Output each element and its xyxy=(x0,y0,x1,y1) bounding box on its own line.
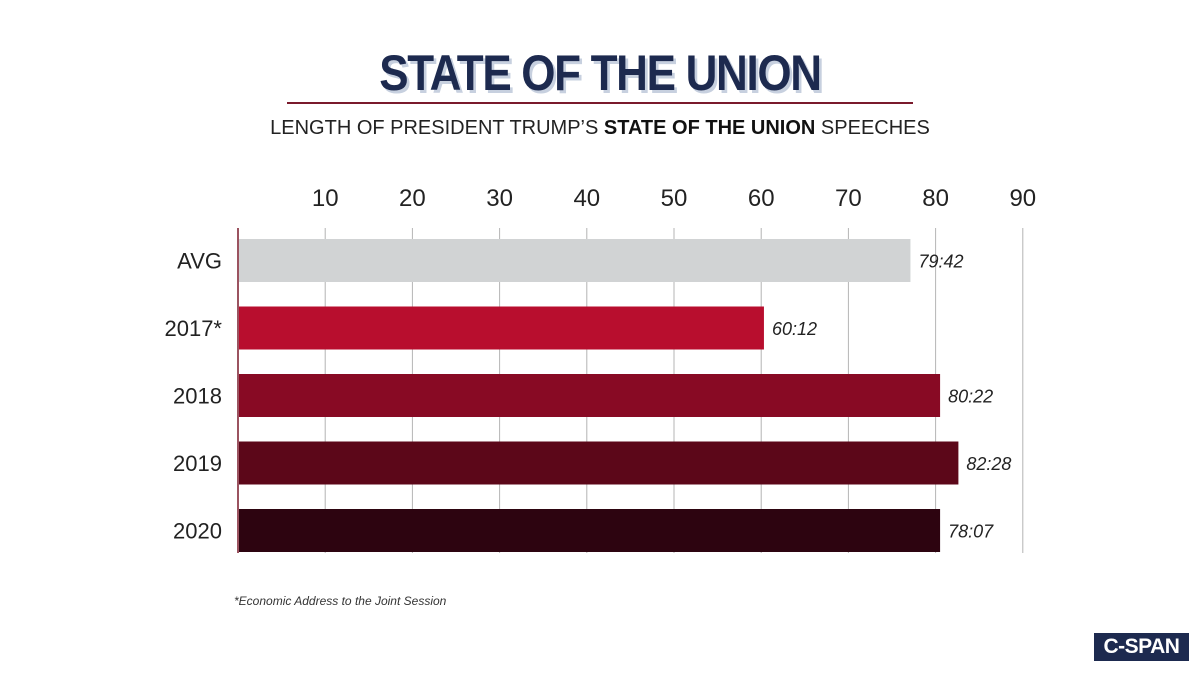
subtitle-bold: STATE OF THE UNION xyxy=(603,117,816,139)
x-tick-label: 90 xyxy=(1009,185,1036,212)
category-label: AVG xyxy=(177,249,222,274)
bar-4 xyxy=(239,509,941,552)
category-label: 2017* xyxy=(164,316,222,341)
chart-subtitle: LENGTH OF PRESIDENT TRUMP’S STATE OF THE… xyxy=(0,117,1200,140)
x-tick-label: 10 xyxy=(312,185,339,212)
data-label: 79:42 xyxy=(918,252,963,272)
x-tick-label: 60 xyxy=(748,185,775,212)
category-label: 2018 xyxy=(173,384,222,409)
x-tick-label: 50 xyxy=(661,185,688,212)
cspan-logo: C-SPAN xyxy=(1094,633,1189,661)
bar-2 xyxy=(239,374,941,417)
title-divider xyxy=(287,102,913,104)
bar-0 xyxy=(239,239,911,282)
bar-3 xyxy=(239,441,959,485)
data-label: 78:07 xyxy=(948,522,994,542)
category-label: 2019 xyxy=(173,451,222,476)
data-label: 80:22 xyxy=(948,387,993,407)
x-tick-label: 40 xyxy=(573,185,600,212)
x-tick-label: 70 xyxy=(835,185,862,212)
chart-title: STATE OF THE UNION xyxy=(379,45,822,101)
footnote: *Economic Address to the Joint Session xyxy=(234,594,447,608)
bar-1 xyxy=(239,306,764,350)
x-tick-label: 80 xyxy=(922,185,949,212)
category-label: 2020 xyxy=(173,519,222,544)
x-tick-label: 20 xyxy=(399,185,426,212)
subtitle-suffix: SPEECHES xyxy=(815,117,930,139)
data-label: 82:28 xyxy=(966,454,1011,474)
x-tick-label: 30 xyxy=(486,185,513,212)
data-label: 60:12 xyxy=(772,319,817,339)
subtitle-prefix: LENGTH OF PRESIDENT TRUMP’S xyxy=(270,117,604,139)
